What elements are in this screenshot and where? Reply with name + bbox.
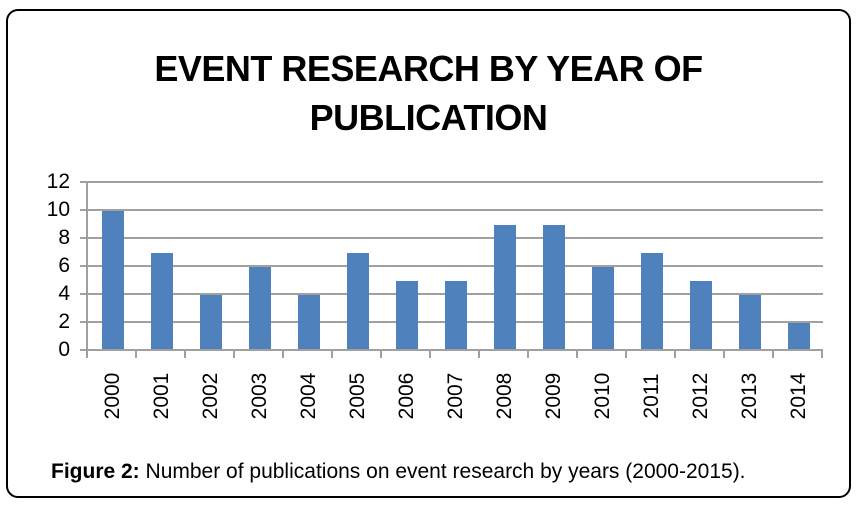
figure-caption: Figure 2: Number of publications on even… <box>51 459 841 485</box>
chart-title: EVENT RESEARCH BY YEAR OF PUBLICATION <box>154 48 703 138</box>
figure-caption-label: Figure 2: <box>51 460 140 483</box>
figure-caption-text: Number of publications on event research… <box>139 460 746 483</box>
figure-panel: EVENT RESEARCH BY YEAR OF PUBLICATION Fi… <box>6 9 851 498</box>
